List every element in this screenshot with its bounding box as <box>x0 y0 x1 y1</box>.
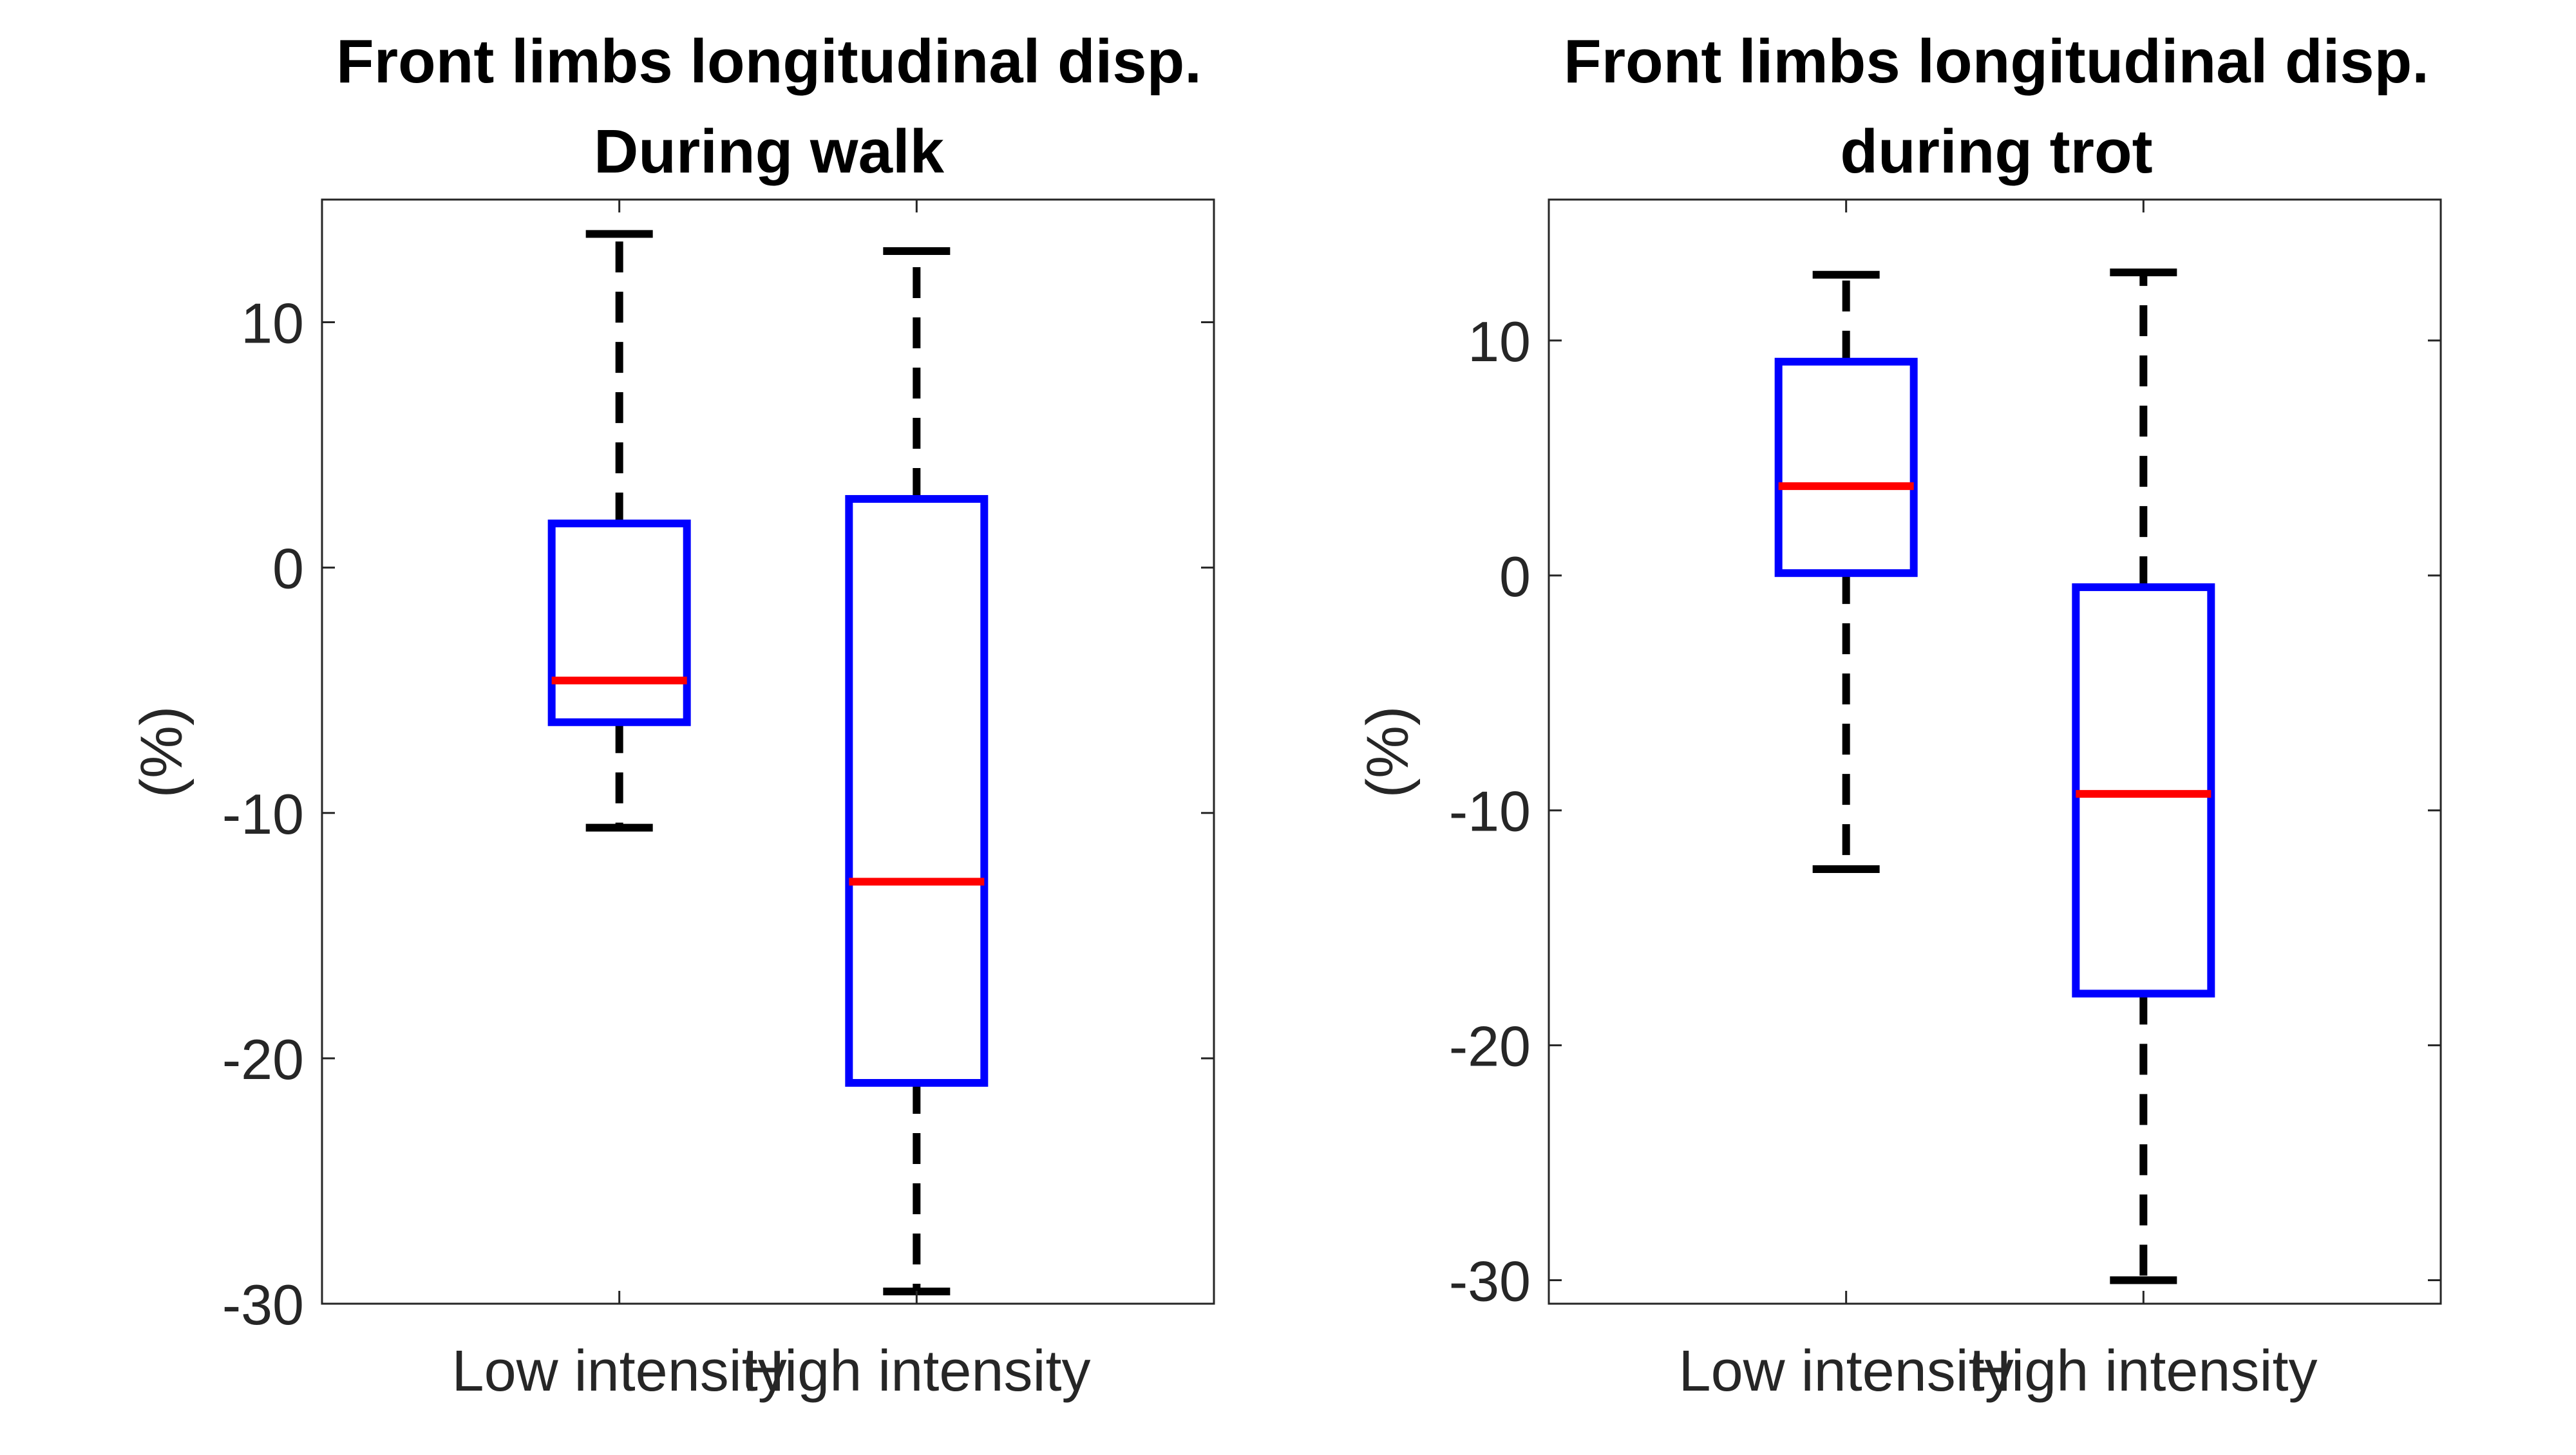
y-tick-label: 0 <box>1499 545 1531 608</box>
x-category-label: Low intensity <box>1679 1339 2014 1403</box>
y-tick-label: 10 <box>1468 310 1531 373</box>
y-tick-label: -30 <box>1449 1250 1531 1313</box>
y-tick-label: 10 <box>241 292 304 355</box>
plot-area <box>321 198 1215 1305</box>
y-tick-label: -20 <box>222 1028 304 1091</box>
x-category-label: Low intensity <box>452 1339 787 1403</box>
chart-title-line-1: Front limbs longitudinal disp. <box>336 27 1202 96</box>
y-axis-label: (%) <box>129 706 194 798</box>
plot-area <box>1548 198 2442 1305</box>
y-tick-label: -30 <box>222 1273 304 1337</box>
y-axis-ticks: -30 -20 -10 0 10 <box>222 292 1214 1337</box>
y-tick-label: -10 <box>1449 780 1531 843</box>
box-plot <box>1774 270 1918 873</box>
y-tick-label: 0 <box>272 537 304 601</box>
x-category-label: High intensity <box>1969 1339 2317 1403</box>
chart-panel-trot: Front limbs longitudinal disp. during tr… <box>1355 27 2442 1403</box>
box-plot <box>845 247 989 1295</box>
boxplot-series <box>1774 268 2215 1284</box>
chart-title-line-2: during trot <box>1840 117 2152 186</box>
boxplot-series <box>547 230 989 1295</box>
chart-panel-walk: Front limbs longitudinal disp. During wa… <box>129 27 1215 1403</box>
chart-title-line-2: During walk <box>594 117 945 186</box>
interquartile-box <box>1774 357 1918 577</box>
y-tick-label: -10 <box>222 782 304 846</box>
interquartile-box <box>845 494 989 1087</box>
y-tick-label: -20 <box>1449 1015 1531 1078</box>
box-plot <box>547 230 691 832</box>
y-axis-label: (%) <box>1355 706 1421 798</box>
y-axis-ticks: -30 -20 -10 0 10 <box>1449 310 2441 1313</box>
x-category-label: High intensity <box>743 1339 1090 1403</box>
chart-title-line-1: Front limbs longitudinal disp. <box>1564 27 2429 96</box>
box-plot <box>2072 268 2215 1284</box>
interquartile-box <box>547 520 691 726</box>
